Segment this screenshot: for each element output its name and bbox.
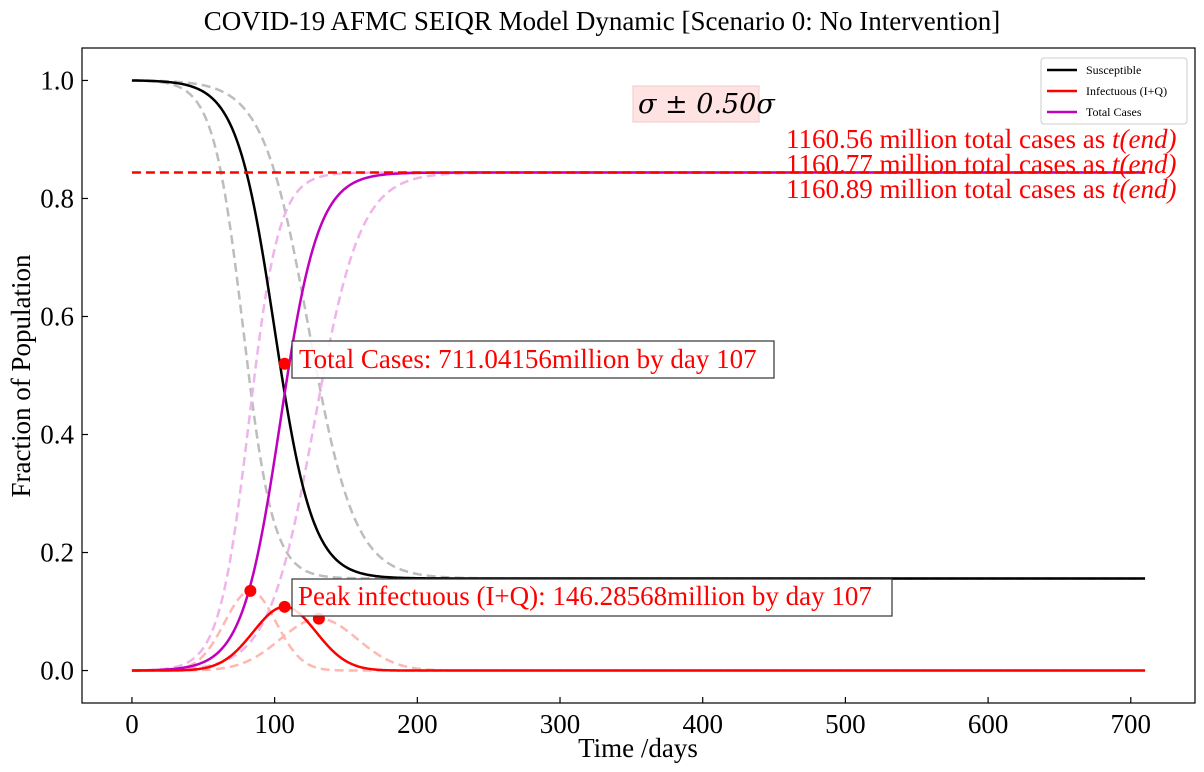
sigma-annotation: σ ± 0.50σ	[632, 85, 776, 123]
x-tick-label-700: 700	[1111, 709, 1152, 739]
chart-title: COVID-19 AFMC SEIQR Model Dynamic [Scena…	[204, 6, 1000, 36]
series-line-infectuous-low	[131, 589, 1146, 672]
legend-label-total-cases: Total Cases	[1086, 105, 1142, 119]
end-cases-end-1: (end)	[1119, 124, 1176, 154]
x-tick-label-300: 300	[540, 709, 581, 739]
x-tick-label-200: 200	[397, 709, 438, 739]
end-cases-annotations: 1160.56 million total cases as t(end) 11…	[786, 124, 1176, 204]
y-tick-label-3: 0.6	[40, 301, 74, 331]
end-cases-t-2: t	[1112, 149, 1121, 179]
x-tick-label-400: 400	[682, 709, 723, 739]
marker-point-2	[244, 584, 257, 597]
sigma-prefix: σ ± 0.50	[638, 89, 756, 120]
end-cases-value-3: 1160.89 million total cases as	[786, 174, 1112, 204]
marker-point-3	[278, 600, 291, 613]
series-line-susceptible-low	[131, 79, 1146, 580]
peak-box	[291, 578, 893, 617]
y-tick-label-1: 0.2	[40, 538, 74, 568]
end-cases-label-2: 1160.77 million total cases as t(end)	[786, 149, 1176, 179]
end-cases-label-1: 1160.56 million total cases as t(end)	[786, 124, 1176, 154]
sigma-box	[632, 85, 760, 123]
x-tick-label-500: 500	[825, 709, 866, 739]
legend-box	[1040, 57, 1188, 125]
legend-label-infectuous: Infectuous (I+Q)	[1086, 84, 1167, 98]
y-tick-label-5: 1.0	[40, 65, 74, 95]
end-cases-t-3: t	[1112, 174, 1121, 204]
sigma-suffix: σ	[756, 89, 776, 120]
peak-text: Peak infectuous (I+Q): 146.28568million …	[298, 581, 872, 611]
total-cases-callout: Total Cases: 711.04156million by day 107	[291, 340, 775, 379]
axis-ticks: 0 100 200 300 400 500 600 700 0.0 0.2 0.4 0.6 0.8 1.0	[40, 65, 1151, 739]
x-tick-label-600: 600	[968, 709, 1009, 739]
end-cases-label-3: 1160.89 million total cases as t(end)	[786, 174, 1176, 204]
x-tick-label-100: 100	[254, 709, 295, 739]
legend: Susceptible Infectuous (I+Q) Total Cases	[1040, 57, 1188, 125]
end-cases-t-1: t	[1112, 124, 1121, 154]
marker-point-1	[278, 357, 291, 370]
plot-frame	[81, 47, 1196, 704]
end-cases-end-3: (end)	[1119, 174, 1176, 204]
y-axis-label: Fraction of Population	[6, 254, 36, 497]
legend-label-susceptible: Susceptible	[1086, 63, 1141, 77]
peak-callout: Peak infectuous (I+Q): 146.28568million …	[291, 578, 893, 617]
total-cases-text: Total Cases: 711.04156million by day 107	[299, 344, 757, 374]
end-cases-end-2: (end)	[1119, 149, 1176, 179]
total-cases-box	[291, 340, 775, 379]
y-tick-label-4: 0.8	[40, 183, 74, 213]
end-cases-value-2: 1160.77 million total cases as	[786, 149, 1112, 179]
x-tick-label-0: 0	[125, 709, 139, 739]
series-line-total-cases-low	[131, 171, 1146, 672]
x-axis-label: Time /days	[578, 733, 698, 763]
sigma-text: σ ± 0.50σ	[638, 89, 776, 120]
end-cases-value-1: 1160.56 million total cases as	[786, 124, 1112, 154]
y-tick-label-2: 0.4	[40, 420, 74, 450]
y-tick-label-0: 0.0	[40, 656, 74, 686]
